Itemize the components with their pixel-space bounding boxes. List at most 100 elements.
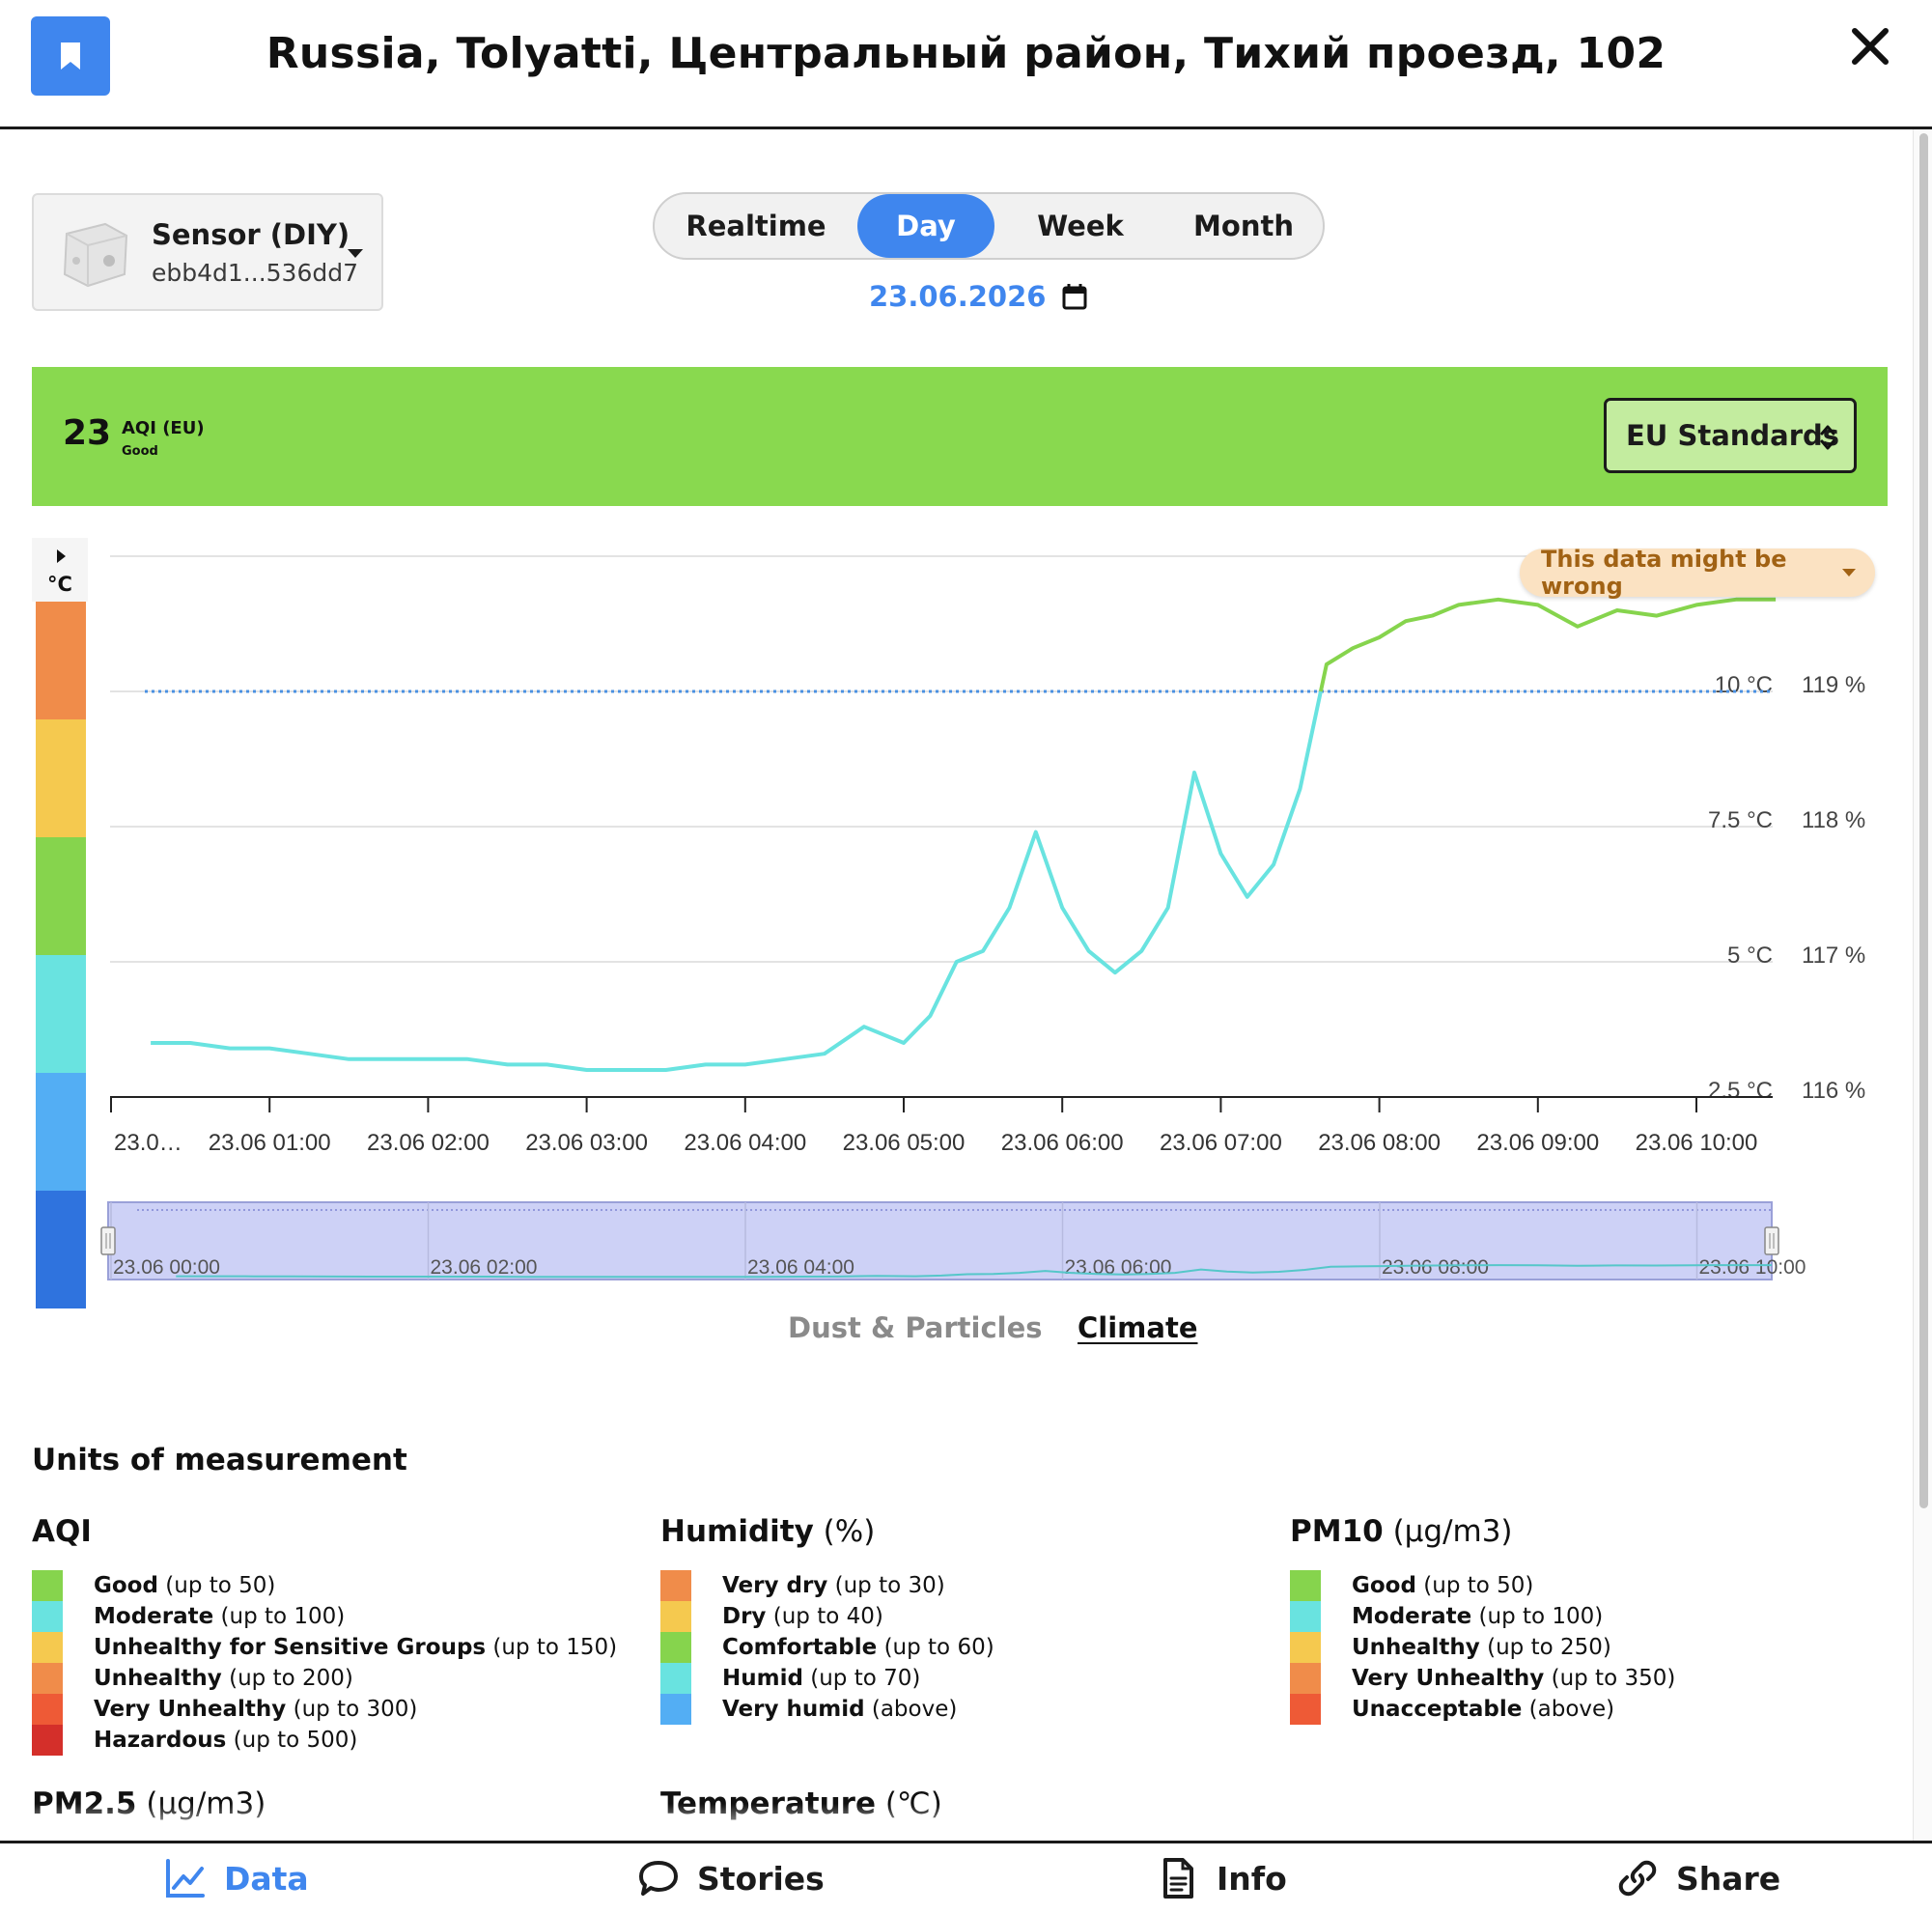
legend-swatch (660, 1570, 691, 1601)
y-axis-label: 10 °C (1715, 672, 1773, 698)
close-button[interactable] (1847, 23, 1893, 70)
tab-climate[interactable]: Climate (1078, 1311, 1198, 1344)
legend-label: Dry (722, 1604, 767, 1629)
series-line-low (151, 690, 1323, 1072)
page-title: Russia, Tolyatti, Центральный район, Тих… (266, 29, 1666, 78)
legend-heading: AQI (32, 1514, 92, 1549)
legend-range: (up to 40) (766, 1604, 883, 1629)
aqi-summary-band: 23 AQI (EU) Good EU Standards (32, 367, 1888, 506)
legend-item: Moderate (up to 100) (32, 1601, 617, 1632)
legend-label: Very Unhealthy (1352, 1666, 1545, 1691)
x-axis-label: 23.0… (114, 1130, 182, 1156)
color-scale-segment (36, 1191, 86, 1308)
y-right-axis-label: 119 % (1802, 672, 1865, 698)
tab-month[interactable]: Month (1193, 210, 1294, 242)
scrollbar-thumb[interactable] (1919, 133, 1928, 1508)
sensor-device-icon (63, 222, 128, 288)
legend-range: (up to 250) (1479, 1635, 1611, 1660)
bottom-fade (0, 1804, 1913, 1841)
tab-realtime[interactable]: Realtime (686, 210, 826, 242)
color-scale-segment (36, 602, 86, 719)
nav-info[interactable]: Info (1157, 1843, 1287, 1913)
series-line-high (1318, 597, 1777, 692)
nav-stories[interactable]: Stories (637, 1843, 825, 1913)
close-icon (1852, 28, 1889, 65)
legend-swatch (1290, 1632, 1321, 1663)
legend-range: (up to 500) (226, 1728, 358, 1753)
link-icon (1618, 1860, 1657, 1897)
x-axis-label: 23.06 09:00 (1476, 1130, 1599, 1156)
nav-share[interactable]: Share (1616, 1843, 1780, 1913)
legend-swatch (32, 1694, 63, 1725)
chevron-down-icon (348, 249, 363, 258)
navigator-window (107, 1201, 1773, 1280)
x-axis-label: 23.06 07:00 (1160, 1130, 1282, 1156)
x-axis-label: 23.06 08:00 (1318, 1130, 1441, 1156)
legend-label: Very Unhealthy (94, 1697, 287, 1722)
navigator-handle-right[interactable] (1764, 1226, 1779, 1255)
climate-chart[interactable]: 2.5 °C 5 °C 7.5 °C 10 °C 116 % 117 % 118 % 119 … (0, 0, 1932, 1294)
sensor-name: Sensor (DIY) (152, 218, 350, 251)
chart-line-icon (166, 1859, 205, 1898)
x-axis-label: 23.06 10:00 (1636, 1130, 1758, 1156)
legend-item: Very humid (above) (660, 1694, 994, 1725)
legend-item: Unacceptable (above) (1290, 1694, 1675, 1725)
play-icon[interactable] (57, 549, 66, 563)
legend-label: Good (94, 1573, 158, 1598)
document-icon (1163, 1858, 1193, 1899)
legend-label: Very dry (722, 1573, 828, 1598)
tab-day[interactable]: Day (857, 194, 994, 258)
navigator-axis-label: 23.06 00:00 (113, 1256, 220, 1279)
legend-item: Comfortable (up to 60) (660, 1632, 994, 1663)
legend-swatch (32, 1663, 63, 1694)
calendar-icon[interactable] (1062, 283, 1087, 310)
legend-item: Very Unhealthy (up to 300) (32, 1694, 617, 1725)
units-title: Units of measurement (32, 1443, 407, 1477)
tab-week[interactable]: Week (1037, 210, 1124, 242)
legend-range: (up to 350) (1544, 1666, 1676, 1691)
legend-heading: PM10 (µg/m3) (1290, 1514, 1513, 1549)
legend-range: (up to 100) (1471, 1604, 1604, 1629)
nav-stories-label: Stories (697, 1859, 825, 1898)
legend-label: Good (1352, 1573, 1416, 1598)
color-scale-segment (36, 719, 86, 837)
legend-pm10: PM10 (µg/m3) Good (up to 50) Moderate (up… (1290, 1514, 1675, 1725)
legend-swatch (1290, 1601, 1321, 1632)
y-right-axis-label: 118 % (1802, 807, 1865, 833)
legend-item: Good (up to 50) (1290, 1570, 1675, 1601)
standards-select[interactable]: EU Standards (1604, 398, 1857, 473)
color-scale-segment (36, 837, 86, 955)
legend-swatch (1290, 1694, 1321, 1725)
sensor-selector[interactable]: Sensor (DIY) ebb4d1...536dd7 (32, 193, 383, 311)
sensor-id: ebb4d1...536dd7 (152, 259, 359, 287)
legend-item: Dry (up to 40) (660, 1601, 994, 1632)
data-warning-badge[interactable]: This data might be wrong (1520, 546, 1875, 600)
legend-aqi: AQI Good (up to 50) Moderate (up to 100) U… (32, 1514, 617, 1756)
selected-date[interactable]: 23.06.2026 (869, 280, 1047, 313)
legend-label: Humid (722, 1666, 803, 1691)
legend-range: (up to 50) (1415, 1573, 1534, 1598)
legend-range: (up to 200) (221, 1666, 353, 1691)
color-scale-header[interactable]: °C (32, 538, 88, 602)
navigator-axis-label: 23.06 04:00 (747, 1256, 854, 1279)
legend-item: Unhealthy for Sensitive Groups (up to 15… (32, 1632, 617, 1663)
bookmark-button[interactable] (31, 16, 110, 96)
legend-swatch (660, 1663, 691, 1694)
navigator-axis-label: 23.06 08:00 (1382, 1256, 1489, 1279)
y-axis-label: 5 °C (1727, 942, 1773, 969)
legend-range: (above) (864, 1697, 958, 1722)
navigator-axis-label: 23.06 10:00 (1699, 1256, 1806, 1279)
nav-data[interactable]: Data (164, 1843, 309, 1913)
aqi-value: 23 (63, 413, 112, 453)
tab-dust-particles[interactable]: Dust & Particles (788, 1311, 1043, 1344)
color-scale-unit: °C (47, 573, 72, 596)
color-scale-segment (36, 955, 86, 1073)
legend-range: (up to 60) (877, 1635, 994, 1660)
legend-swatch (32, 1601, 63, 1632)
legend-range: (up to 70) (802, 1666, 921, 1691)
navigator-handle-left[interactable] (100, 1226, 116, 1255)
scrollbar[interactable] (1913, 129, 1932, 1841)
legend-range: (above) (1522, 1697, 1615, 1722)
legend-item: Moderate (up to 100) (1290, 1601, 1675, 1632)
x-axis-label: 23.06 04:00 (684, 1130, 806, 1156)
